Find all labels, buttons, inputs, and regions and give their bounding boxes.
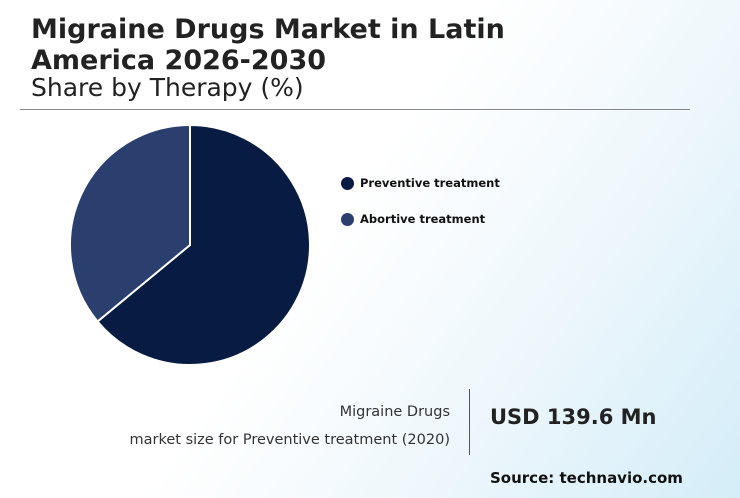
market-size-label-line1: Migraine Drugs	[339, 404, 450, 420]
chart-subtitle: Share by Therapy (%)	[31, 73, 304, 102]
legend-item-preventive: Preventive treatment	[341, 175, 500, 191]
pie-chart	[69, 123, 311, 366]
pie-slice-preventive-treatment	[96, 123, 311, 366]
legend-swatch-abortive	[341, 212, 354, 226]
stat-divider	[469, 389, 470, 455]
chart-legend: Preventive treatment Abortive treatment	[341, 175, 500, 247]
market-size-label-line2: market size for Preventive treatment (20…	[129, 432, 450, 448]
legend-label-abortive: Abortive treatment	[360, 212, 486, 226]
legend-label-preventive: Preventive treatment	[360, 176, 500, 190]
market-size-label: Migraine Drugs market size for Preventiv…	[60, 398, 450, 454]
header-divider	[20, 109, 690, 110]
chart-title: Migraine Drugs Market in Latin America 2…	[31, 14, 505, 76]
pie-slice-abortive-treatment	[69, 123, 191, 323]
market-size-value: USD 139.6 Mn	[490, 405, 657, 429]
legend-swatch-preventive	[341, 176, 354, 190]
legend-item-abortive: Abortive treatment	[341, 211, 500, 227]
source-credit: Source: technavio.com	[490, 469, 683, 487]
